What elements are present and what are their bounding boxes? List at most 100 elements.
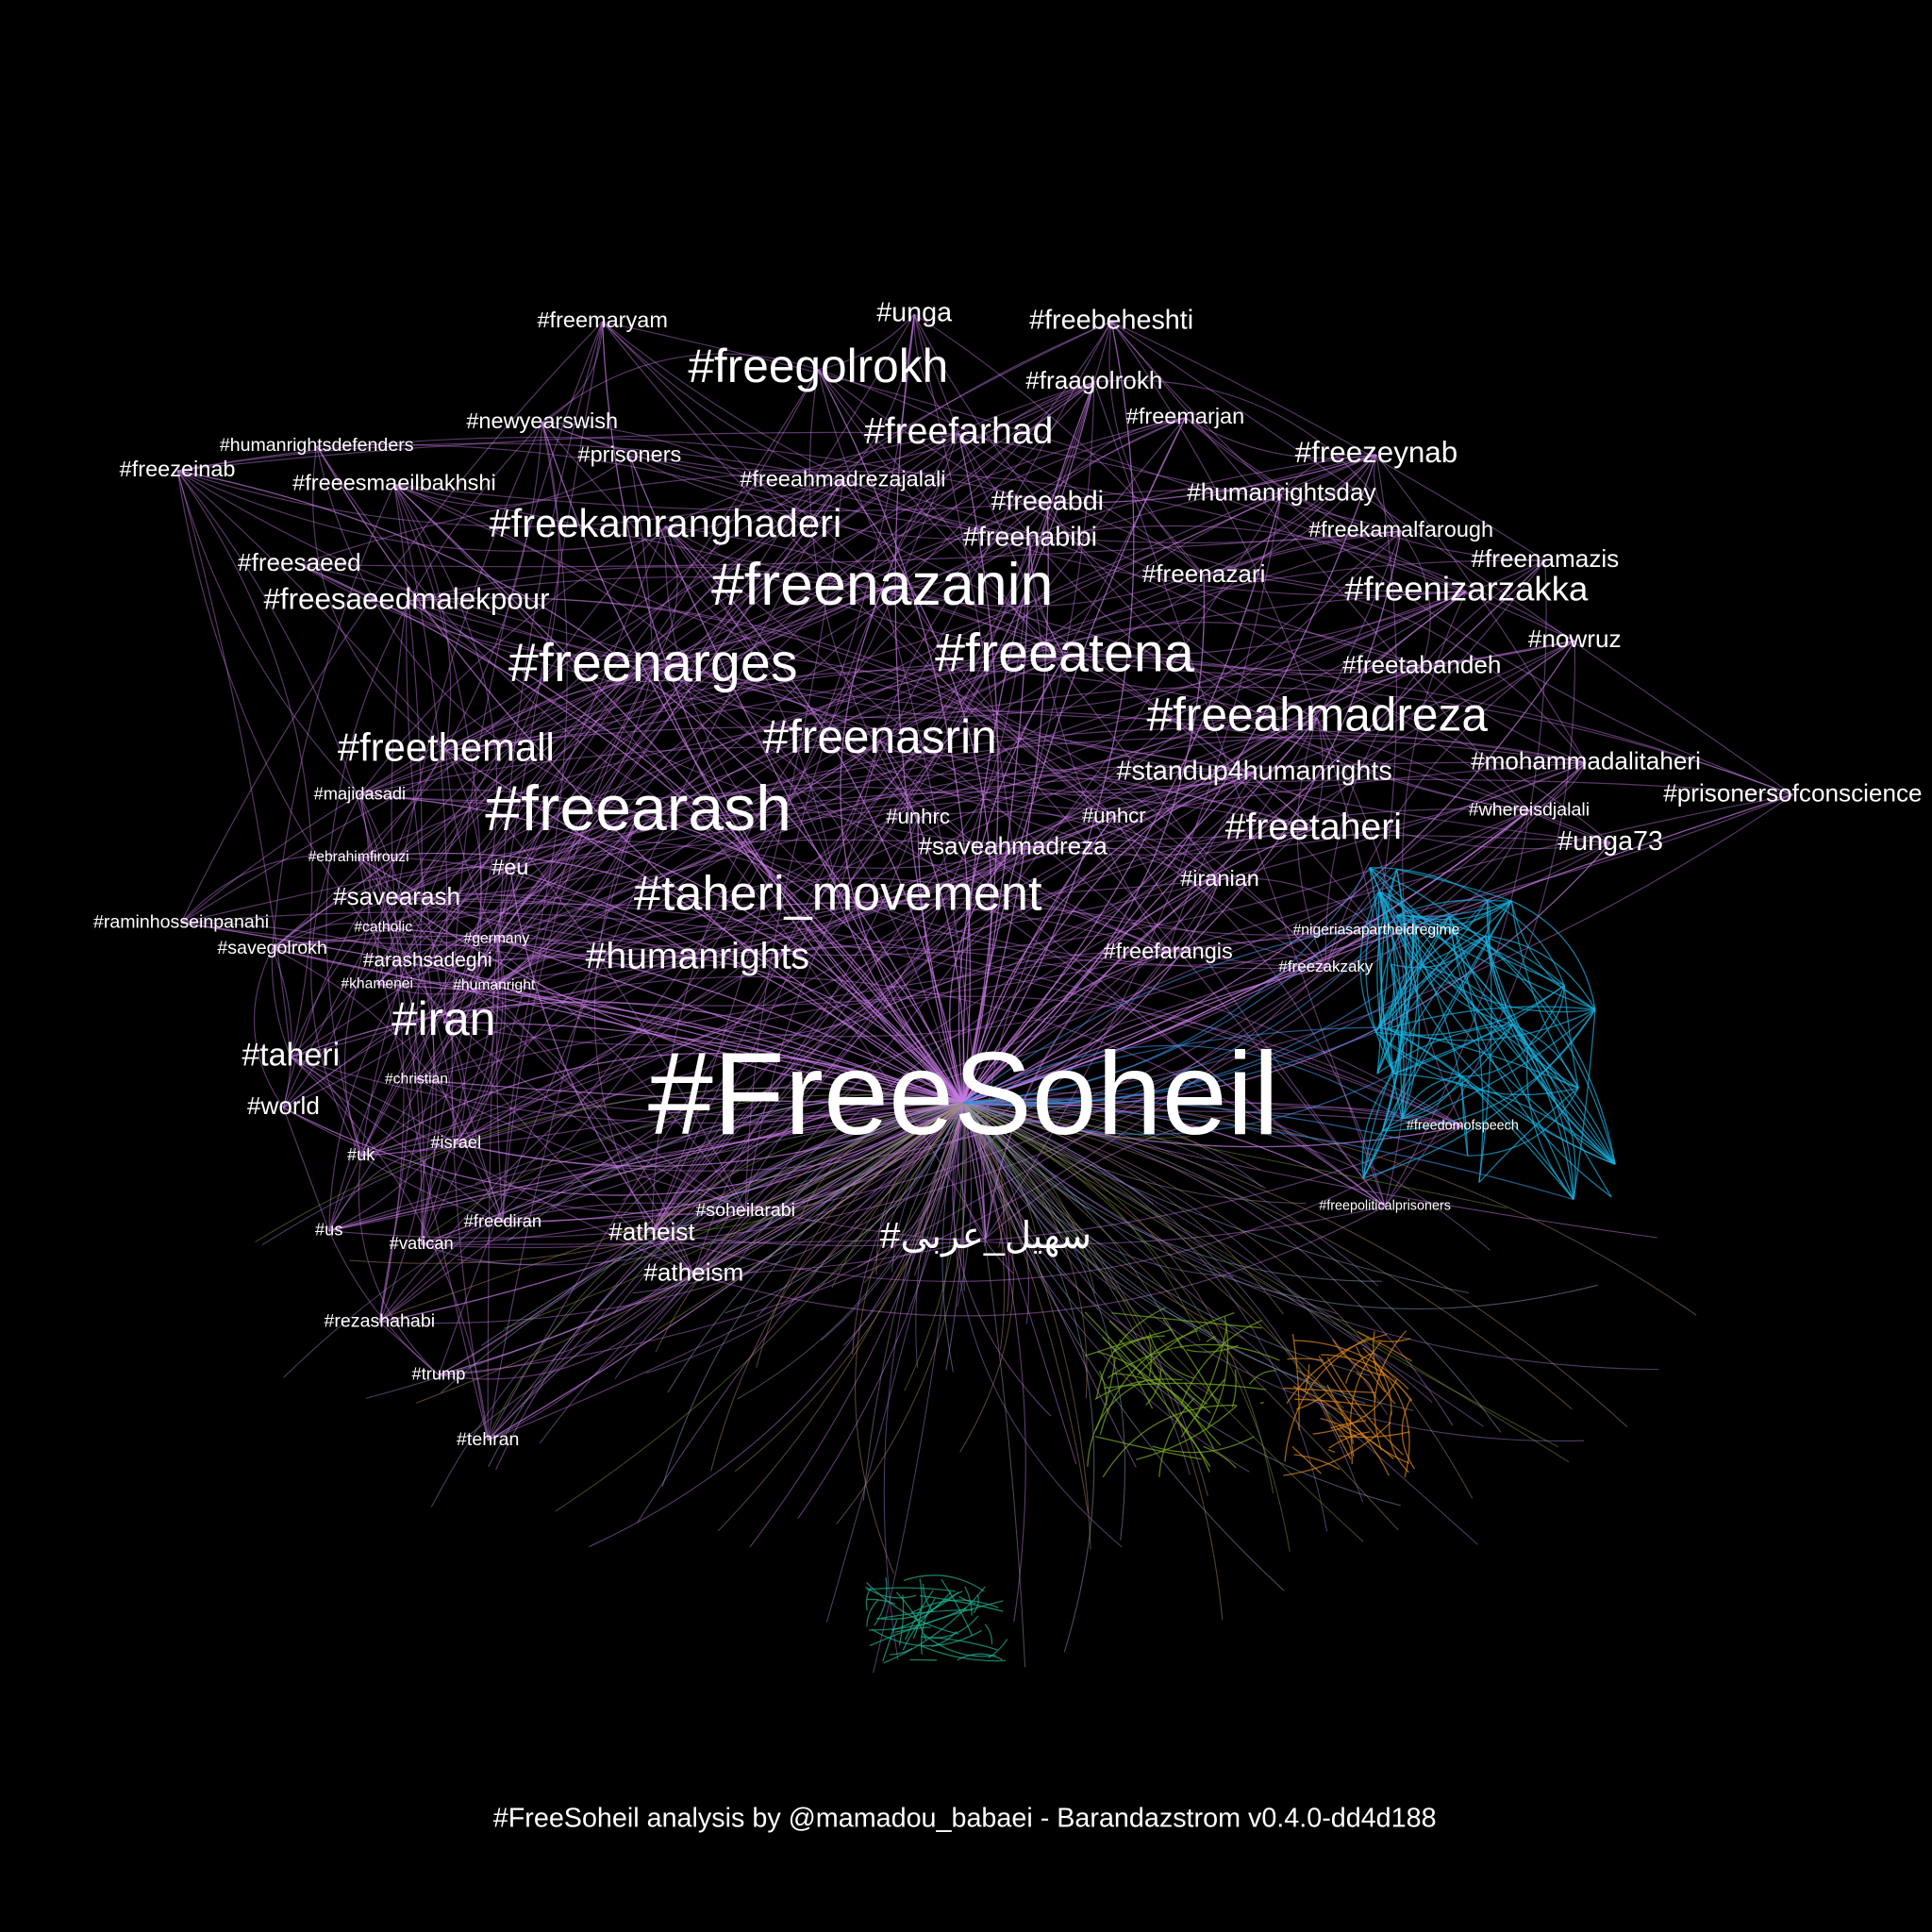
edge [962, 1102, 1250, 1473]
edge [551, 1098, 964, 1210]
edge [421, 1232, 653, 1265]
edge [261, 1087, 964, 1246]
edge [1362, 1347, 1392, 1416]
edge [328, 985, 495, 1232]
edge [396, 865, 510, 899]
edge [1094, 1378, 1183, 1400]
edge [962, 952, 1169, 1104]
edge [1392, 869, 1407, 1074]
edge [541, 422, 1386, 1208]
edge [360, 1052, 964, 1157]
edge [638, 812, 1114, 869]
edge [692, 772, 1255, 1274]
edge [1098, 1370, 1108, 1406]
edge [358, 857, 397, 899]
edge [1291, 1333, 1300, 1431]
node-label: #soheilarabi [695, 1200, 795, 1221]
edge [962, 1102, 1077, 1465]
edge [953, 1102, 1123, 1548]
edge [509, 778, 1793, 870]
edge [487, 812, 640, 1441]
edge [651, 717, 1318, 1234]
edge [1376, 935, 1486, 1074]
edge [1378, 891, 1574, 1200]
edge [962, 816, 1115, 1104]
edge [899, 1102, 964, 1241]
edge [416, 1102, 964, 1404]
edge [1372, 1360, 1410, 1478]
edge [1145, 1368, 1162, 1406]
edge [396, 897, 746, 1212]
edge [445, 530, 1402, 752]
edge [958, 1595, 976, 1605]
edge [360, 525, 666, 1157]
node-label: #freetabandeh [1342, 651, 1501, 679]
edge [283, 381, 1095, 1108]
edge [1382, 1008, 1596, 1132]
edge [358, 1156, 440, 1376]
edge [963, 869, 1398, 1104]
edge [637, 1102, 964, 1524]
edge [958, 656, 1066, 1104]
edge [406, 600, 964, 1104]
edge [963, 1091, 1491, 1252]
edge [421, 422, 568, 1245]
edge [426, 868, 510, 961]
edge [393, 483, 987, 1239]
edge [1293, 1340, 1409, 1390]
edge [1363, 1008, 1596, 1179]
edge [359, 659, 1793, 795]
edge [393, 483, 883, 590]
edge [962, 718, 1318, 1104]
edge [1102, 1336, 1154, 1409]
edge [744, 493, 1282, 1212]
edge [629, 455, 1030, 541]
edge [1512, 1024, 1579, 1089]
node-label: #freehabibi [963, 522, 1097, 552]
edge [428, 1093, 964, 1236]
edge [443, 946, 1463, 1127]
node-label: #سهیل_عربی [880, 1216, 1092, 1257]
edge [1283, 1387, 1376, 1393]
edge [1203, 1445, 1237, 1469]
edge [1527, 1045, 1616, 1165]
edge [358, 857, 489, 1441]
edge [176, 470, 313, 1058]
edge [1312, 718, 1324, 830]
edge [664, 525, 1169, 954]
edge [818, 369, 1205, 576]
edge [480, 1102, 964, 1347]
edge [963, 1026, 1379, 1104]
edge [1375, 454, 1587, 763]
edge [176, 470, 964, 1104]
edge [487, 417, 1186, 1441]
edge [1219, 877, 1377, 931]
edge [496, 847, 1013, 968]
edge [651, 740, 881, 1234]
edge [406, 588, 883, 662]
edge [1108, 1320, 1211, 1414]
edge [328, 1097, 1463, 1232]
edge [290, 812, 639, 1058]
edge [502, 666, 654, 1223]
edge [1356, 1373, 1376, 1401]
edge [360, 454, 1377, 1157]
edge [866, 1587, 957, 1592]
edges [176, 313, 1793, 1674]
edge [1384, 641, 1575, 1208]
edge [282, 666, 654, 1108]
edge [652, 666, 1221, 881]
edge [180, 321, 604, 924]
edge [442, 750, 482, 1024]
edge [1397, 914, 1596, 1010]
edge [283, 1102, 964, 1196]
edge [1207, 1316, 1229, 1428]
edge [396, 422, 560, 899]
edge [376, 502, 1048, 985]
edge [343, 927, 384, 1157]
edge [376, 938, 497, 986]
edge [495, 1102, 964, 1471]
edge [963, 899, 1489, 1106]
edge [963, 1102, 1484, 1427]
edge [1563, 985, 1579, 1089]
